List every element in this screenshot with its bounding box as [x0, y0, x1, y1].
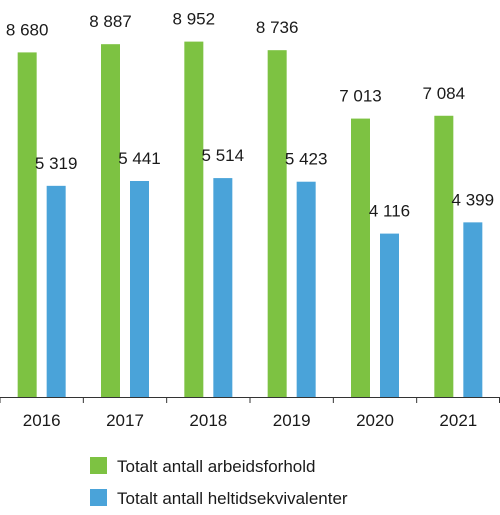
value-label-series1-2016: 5 319 — [35, 154, 78, 173]
x-tick-label-2018: 2018 — [189, 411, 227, 430]
value-label-series0-2017: 8 887 — [89, 12, 132, 31]
x-tick-label-2016: 2016 — [23, 411, 61, 430]
bar-series0-2018 — [184, 41, 204, 398]
bar-series1-2016 — [46, 185, 66, 397]
legend-swatch-arbeidsforhold — [90, 457, 107, 474]
value-label-series1-2019: 5 423 — [285, 150, 328, 169]
value-label-series0-2018: 8 952 — [173, 10, 216, 29]
x-tick-label-2017: 2017 — [106, 411, 144, 430]
bar-series0-2020 — [351, 118, 370, 398]
legend-label-arbeidsforhold: Totalt antall arbeidsforhold — [117, 457, 315, 476]
x-tick-labels-group: 2016 2017 2018 2019 2020 2021 — [23, 411, 477, 430]
value-label-series1-2018: 5 514 — [202, 146, 245, 165]
value-label-series1-2021: 4 399 — [452, 190, 495, 209]
bar-series0-2017 — [101, 44, 120, 398]
value-labels-group: 8 680 5 319 8 887 5 441 8 952 5 514 8 736 5 423… — [6, 10, 494, 221]
x-tick-label-2021: 2021 — [439, 411, 477, 430]
bar-series0-2016 — [17, 52, 37, 398]
value-label-series0-2019: 8 736 — [256, 18, 299, 37]
bar-series1-2017 — [130, 180, 149, 397]
value-label-series1-2020: 4 116 — [369, 202, 410, 221]
legend-label-heltidsekvivalenter: Totalt antall heltidsekvivalenter — [117, 489, 348, 508]
x-tick-label-2019: 2019 — [273, 411, 311, 430]
bar-series0-2019 — [267, 50, 287, 398]
x-tick-label-2020: 2020 — [356, 411, 394, 430]
value-label-series0-2020: 7 013 — [339, 87, 382, 106]
value-label-series1-2017: 5 441 — [118, 149, 161, 168]
bar-series1-2021 — [463, 222, 483, 397]
bar-series1-2019 — [296, 181, 316, 397]
bar-series0-2021 — [434, 115, 454, 397]
value-label-series0-2021: 7 084 — [423, 84, 466, 103]
bar-series1-2020 — [380, 233, 399, 397]
legend: Totalt antall arbeidsforhold Totalt anta… — [90, 457, 348, 508]
bars-group — [17, 41, 483, 398]
value-label-series0-2016: 8 680 — [6, 20, 49, 39]
bar-series1-2018 — [213, 178, 233, 397]
legend-swatch-heltidsekvivalenter — [90, 489, 107, 506]
